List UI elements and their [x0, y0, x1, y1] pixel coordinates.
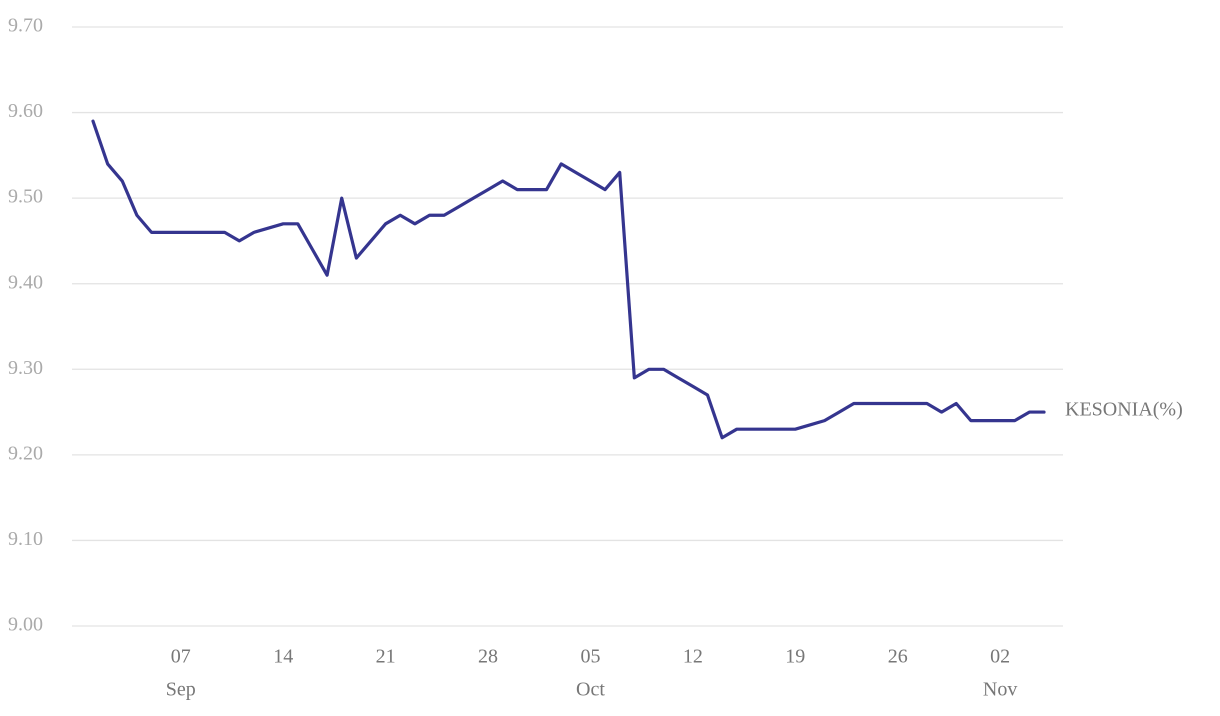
y-tick-label: 9.20 — [8, 442, 43, 464]
x-tick-label: 19 — [785, 646, 805, 668]
x-tick-label: 14 — [273, 646, 293, 668]
series-label: KESONIA(%) — [1065, 399, 1183, 421]
x-month-label: Nov — [983, 679, 1017, 701]
y-tick-label: 9.00 — [8, 614, 43, 636]
x-tick-label: 28 — [478, 646, 498, 668]
y-tick-label: 9.10 — [8, 528, 43, 550]
y-tick-label: 9.70 — [8, 15, 43, 37]
y-tick-label: 9.40 — [8, 271, 43, 293]
x-tick-label: 02 — [990, 646, 1010, 668]
series-line — [91, 119, 1046, 440]
x-tick-label: 21 — [376, 646, 396, 668]
x-tick-label: 12 — [683, 646, 703, 668]
y-tick-label: 9.60 — [8, 100, 43, 122]
y-tick-label: 9.30 — [8, 357, 43, 379]
y-tick-label: 9.50 — [8, 186, 43, 208]
x-tick-label: 05 — [580, 646, 600, 668]
x-month-label: Sep — [166, 679, 196, 701]
x-tick-label: 26 — [888, 646, 908, 668]
x-month-label: Oct — [576, 679, 605, 701]
x-tick-label: 07 — [171, 646, 191, 668]
